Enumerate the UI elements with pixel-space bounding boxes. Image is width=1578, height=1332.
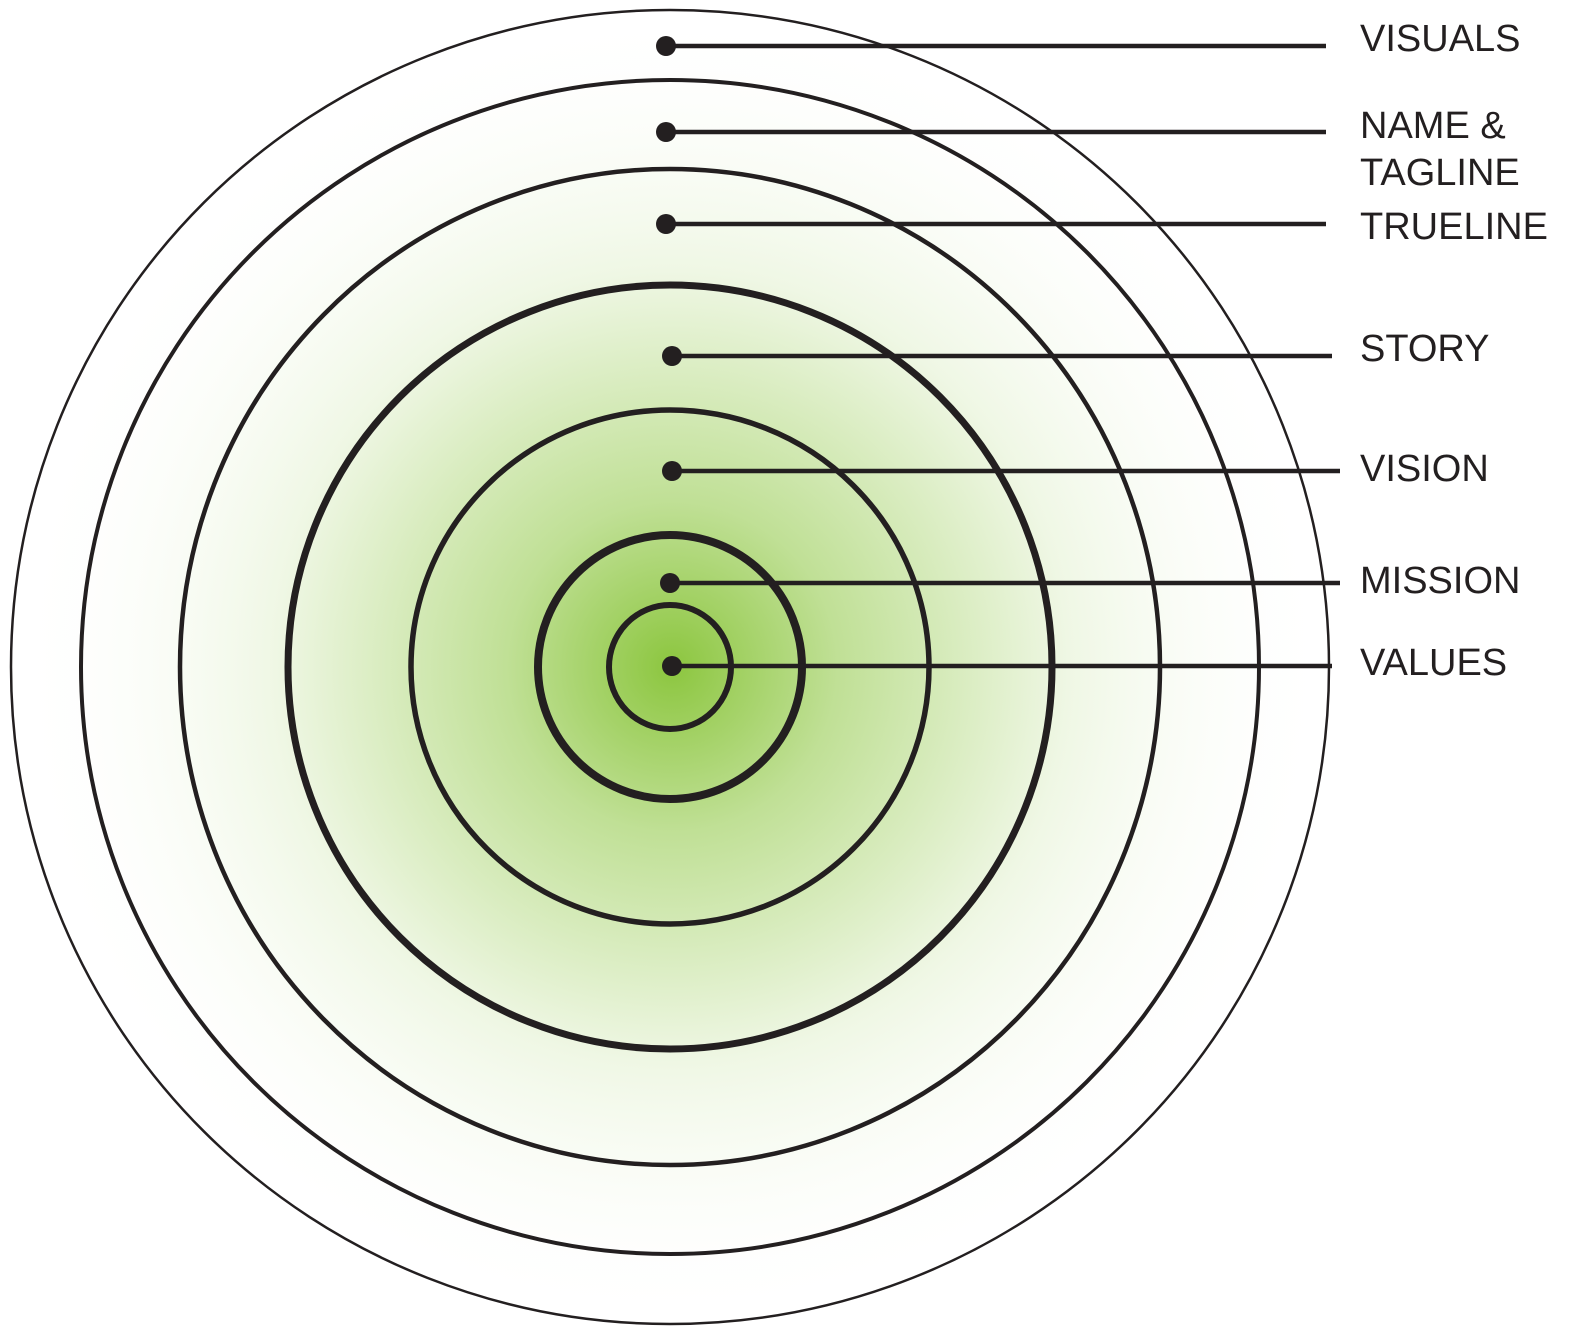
callout-trueline [656, 214, 1326, 234]
callout-name-tagline [656, 122, 1326, 142]
marker-dot-story [662, 346, 682, 366]
marker-dot-trueline [656, 214, 676, 234]
label-vision: VISION [1360, 448, 1489, 490]
callout-mission [660, 573, 1340, 593]
callout-visuals [656, 36, 1326, 56]
label-mission: MISSION [1360, 560, 1520, 602]
label-trueline: TRUELINE [1360, 206, 1548, 248]
callout-vision [662, 461, 1340, 481]
marker-dot-name-tagline [656, 122, 676, 142]
callout-story [662, 346, 1332, 366]
label-visuals: VISUALS [1360, 18, 1521, 60]
marker-dot-values [662, 656, 682, 676]
callout-values [662, 656, 1332, 676]
marker-dot-mission [660, 573, 680, 593]
marker-dot-visuals [656, 36, 676, 56]
label-story: STORY [1360, 328, 1490, 370]
label-name-tagline-line1: NAME & [1360, 105, 1506, 147]
label-name-tagline-line2: TAGLINE [1360, 152, 1520, 194]
label-values: VALUES [1360, 642, 1507, 684]
marker-dot-vision [662, 461, 682, 481]
